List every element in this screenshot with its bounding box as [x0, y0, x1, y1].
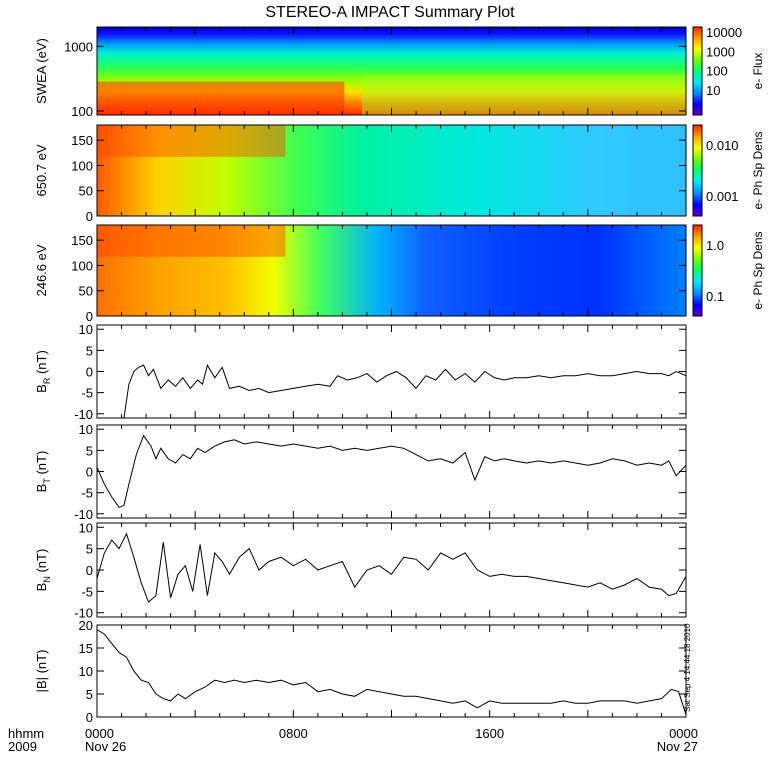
swea-colorbar-title: e- Flux	[751, 53, 765, 90]
bt-ytick-label: 0	[86, 465, 93, 480]
bt-series-line	[96, 434, 687, 509]
bmag-ytick-label: 10	[79, 664, 93, 679]
pad246-panel: 150 100 50 0 246.6 eV 1.0 0.1 e- Ph Sp Dens	[34, 224, 765, 324]
pad246-heatmap-fill	[97, 225, 686, 316]
pad650-panel: 150 100 50 0 650.7 eV 0.010 0.001 e- Ph Sp Dens	[34, 124, 765, 224]
br-panel: 10 5 0 -5 -10 BR (nT)	[34, 322, 687, 422]
bmag-panel: 20 15 10 5 0 |B| (nT)	[34, 618, 687, 725]
footer-group: hhmm 2009 Sat Sep 4 14:44:18 2010	[8, 623, 692, 754]
br-ylabel-sub: R	[42, 377, 52, 384]
bt-ylabel-sub: T	[42, 478, 52, 484]
bt-frame	[96, 424, 687, 519]
br-ytick-label: -10	[74, 407, 93, 422]
swea-ytick-label: 100	[71, 104, 93, 119]
bn-ylabel-unit: (nT)	[34, 549, 49, 576]
bmag-ytick-label: 20	[79, 618, 93, 633]
bn-panel: 10 5 0 -5 -10 BN (nT)	[34, 520, 687, 621]
swea-colorbar-label: 10	[706, 83, 720, 98]
swea-high-flux-region	[97, 81, 345, 115]
x-tick-label-date: Nov 26	[85, 739, 126, 754]
pad650-ytick-label: 150	[71, 133, 93, 148]
swea-ytick-label: 1000	[64, 39, 93, 54]
pad650-heatmap-fill	[97, 125, 686, 216]
pad246-colorbar-label: 0.1	[706, 289, 724, 304]
bn-ytick-label: 5	[86, 542, 93, 557]
x-tick-label-time: 1600	[475, 726, 504, 741]
swea-ylabel: SWEA (eV)	[34, 38, 49, 104]
br-ytick-label: 5	[86, 343, 93, 358]
pad246-ylabel: 246.6 eV	[34, 244, 49, 296]
pad650-ytick-label: 0	[86, 209, 93, 224]
br-series-line	[97, 363, 687, 419]
swea-reduced-flux-region	[362, 75, 686, 115]
swea-colorbar-label: 100	[706, 64, 728, 79]
pad650-ylabel: 650.7 eV	[34, 144, 49, 196]
footer-label-hhmm: hhmm	[8, 726, 44, 741]
pad246-ytick-label: 150	[71, 233, 93, 248]
bmag-ytick-label: 15	[79, 641, 93, 656]
bn-frame	[96, 522, 687, 618]
bn-ytick-label: -10	[74, 606, 93, 621]
bt-ytick-label: -10	[74, 507, 93, 522]
bn-ytick-label: 10	[79, 520, 93, 535]
pad650-peak-region	[97, 125, 286, 157]
bn-ylabel: BN (nT)	[34, 549, 52, 592]
pad246-colorbar-title: e- Ph Sp Dens	[751, 231, 765, 309]
pad246-peak-region	[97, 225, 286, 257]
br-ylabel: BR (nT)	[34, 350, 52, 393]
br-ytick-label: 10	[79, 322, 93, 337]
bt-ytick-label: 5	[86, 443, 93, 458]
bn-ylabel-sub: N	[42, 576, 52, 583]
pad650-colorbar-title: e- Ph Sp Dens	[751, 131, 765, 209]
bmag-frame	[96, 624, 687, 718]
pad246-ytick-label: 0	[86, 309, 93, 324]
footer-label-year: 2009	[8, 739, 37, 754]
bmag-ylabel: |B| (nT)	[34, 650, 49, 693]
pad650-colorbar-label: 0.010	[706, 138, 739, 153]
pad246-colorbar	[692, 224, 703, 317]
pad650-ytick-label: 100	[71, 158, 93, 173]
bt-panel: 10 5 0 -5 -10 BT (nT)	[34, 422, 687, 522]
swea-colorbar-label: 10000	[706, 25, 742, 40]
br-frame	[96, 324, 687, 419]
pad650-colorbar-label: 0.001	[706, 189, 739, 204]
x-tick-label-time: 0800	[279, 726, 308, 741]
swea-panel: 1000 100 SWEA (eV) 10000 1000 100 10 e- Flux	[34, 25, 765, 119]
bmag-ytick-label: 5	[86, 687, 93, 702]
pad246-ytick-label: 100	[71, 258, 93, 273]
bn-series-line	[96, 532, 687, 603]
timestamp-label: Sat Sep 4 14:44:18 2010	[683, 623, 692, 712]
bt-ylabel-unit: (nT)	[34, 451, 49, 478]
bn-ytick-label: -5	[81, 584, 93, 599]
bmag-ytick-label: 0	[86, 710, 93, 725]
bmag-series-line	[96, 629, 687, 715]
bt-ytick-label: 10	[79, 422, 93, 437]
swea-colorbar-label: 1000	[706, 44, 735, 59]
pad246-colorbar-label: 1.0	[706, 238, 724, 253]
swea-colorbar	[692, 26, 703, 116]
x-tick-label-date: Nov 27	[657, 739, 698, 754]
bn-ytick-label: 0	[86, 563, 93, 578]
bt-ytick-label: -5	[81, 486, 93, 501]
x-tick-label-time: 0000	[669, 726, 698, 741]
br-ytick-label: -5	[81, 386, 93, 401]
bt-ylabel: BT (nT)	[34, 451, 52, 493]
figure-title: STEREO-A IMPACT Summary Plot	[265, 4, 515, 21]
pad246-ytick-label: 50	[79, 284, 93, 299]
pad650-colorbar	[692, 124, 703, 217]
br-ytick-label: 0	[86, 365, 93, 380]
x-tick-label-time: 0000	[85, 726, 114, 741]
pad650-ytick-label: 50	[79, 184, 93, 199]
br-ylabel-unit: (nT)	[34, 350, 49, 377]
